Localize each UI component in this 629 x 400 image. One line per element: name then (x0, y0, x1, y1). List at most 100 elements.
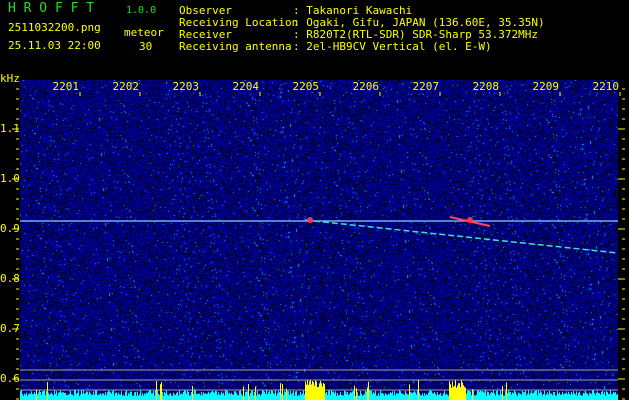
level-bar (107, 392, 108, 400)
level-bar (471, 395, 472, 400)
level-bar (441, 395, 442, 400)
level-bar (302, 393, 303, 400)
level-bar (22, 393, 23, 400)
level-bar (52, 394, 53, 400)
level-bar (65, 392, 66, 400)
level-bar (62, 392, 63, 400)
level-bar (224, 395, 225, 400)
level-bar (84, 394, 85, 400)
level-bar (246, 391, 247, 400)
level-bar (591, 394, 592, 400)
level-bar (147, 393, 148, 400)
level-bar (595, 395, 596, 400)
level-bar (483, 392, 484, 400)
level-bar (109, 391, 110, 400)
level-bar (69, 393, 70, 400)
level-bar (48, 392, 49, 400)
level-bar (85, 392, 86, 400)
level-bar (49, 394, 50, 400)
level-bar (202, 395, 203, 400)
level-bar (116, 392, 117, 400)
level-bar (342, 395, 343, 400)
level-bar (401, 393, 402, 400)
level-bar (213, 392, 214, 400)
level-bar (179, 390, 180, 400)
meteor-head (467, 217, 473, 223)
level-bar (587, 393, 588, 400)
level-bar (42, 391, 43, 400)
level-bar (303, 390, 304, 400)
level-bar (128, 393, 129, 400)
level-bar (275, 390, 276, 400)
level-bar (463, 385, 464, 400)
y-tick-label: 1.1 (0, 122, 20, 135)
level-bar (604, 391, 605, 400)
level-bar (236, 392, 237, 400)
level-bar (577, 395, 578, 400)
level-bar (192, 385, 193, 400)
level-bar (264, 391, 265, 400)
x-tick-label: 2210 (592, 80, 620, 93)
level-bar (148, 391, 149, 400)
level-bar (51, 392, 52, 400)
level-bar (350, 392, 351, 400)
level-bar (554, 392, 555, 400)
level-bar (92, 394, 93, 400)
level-bar (351, 392, 352, 400)
level-bar (320, 380, 321, 400)
level-bar (400, 391, 401, 400)
level-bar (78, 390, 79, 400)
level-bar (70, 391, 71, 400)
level-bar (262, 390, 263, 400)
level-bar (476, 394, 477, 400)
level-bar (115, 392, 116, 400)
level-bar (161, 382, 162, 400)
level-bar (265, 394, 266, 400)
level-bar (228, 393, 229, 400)
level-bar (580, 394, 581, 400)
level-bar (420, 395, 421, 400)
level-bar (323, 382, 324, 400)
level-bar (339, 394, 340, 400)
level-bar (559, 392, 560, 400)
level-bar (189, 395, 190, 400)
level-bar (256, 395, 257, 400)
level-bar (144, 393, 145, 400)
level-bar (392, 391, 393, 400)
level-bar (58, 392, 59, 400)
level-bar (315, 380, 316, 400)
level-bar (184, 390, 185, 400)
level-bar (405, 390, 406, 400)
level-bar (102, 393, 103, 400)
level-bar (234, 391, 235, 400)
level-bar (601, 391, 602, 400)
level-bar (222, 393, 223, 400)
level-bar (68, 394, 69, 400)
level-bar (495, 395, 496, 400)
level-bar (431, 391, 432, 400)
level-bar (59, 392, 60, 400)
level-bar (390, 392, 391, 400)
y-tick-label: 0.9 (0, 222, 20, 235)
level-bar (255, 386, 256, 400)
level-bar (482, 391, 483, 400)
level-bar (406, 393, 407, 400)
level-bar (373, 392, 374, 400)
file-name: 2511032200.png (8, 21, 101, 34)
level-bar (113, 390, 114, 400)
level-bar (573, 391, 574, 400)
level-bar (25, 394, 26, 400)
level-bar (517, 395, 518, 400)
level-bar (279, 392, 280, 400)
level-bar (567, 394, 568, 400)
level-bar (367, 387, 368, 400)
level-bar (53, 395, 54, 400)
level-bar (215, 390, 216, 400)
level-bar (479, 391, 480, 400)
level-bar (364, 394, 365, 400)
level-bar (89, 391, 90, 400)
level-bar (176, 393, 177, 400)
level-bar (396, 393, 397, 400)
level-bar (292, 392, 293, 400)
level-bar (534, 391, 535, 400)
